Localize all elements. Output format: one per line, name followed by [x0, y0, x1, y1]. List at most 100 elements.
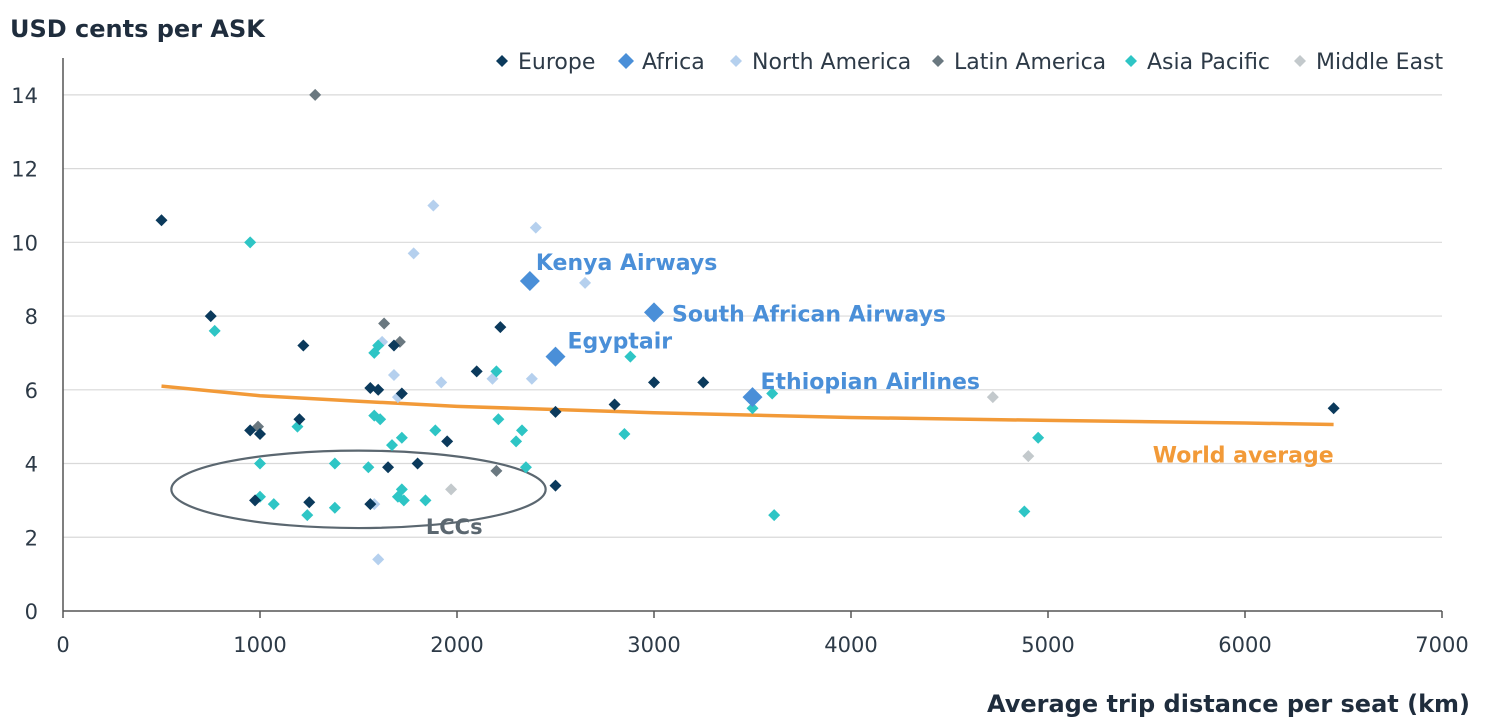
point-north-america	[579, 276, 592, 289]
y-tick-label-2: 2	[25, 526, 38, 550]
point-asia-pacific	[618, 428, 631, 441]
point-europe	[494, 321, 507, 334]
point-europe	[303, 496, 316, 509]
point-africa	[519, 271, 540, 292]
point-asia-pacific	[519, 461, 532, 474]
point-latin-america	[378, 317, 391, 330]
point-north-america	[427, 199, 440, 212]
point-africa	[545, 346, 566, 367]
point-asia-pacific	[362, 461, 375, 474]
legend-label-asia-pacific: Asia Pacific	[1147, 50, 1270, 75]
point-asia-pacific	[419, 494, 432, 507]
annotation-kenya-airways: Kenya Airways	[536, 251, 717, 276]
x-tick-label-3000: 3000	[627, 633, 680, 657]
point-europe	[608, 398, 621, 411]
point-asia-pacific	[766, 387, 779, 400]
x-tick-label-2000: 2000	[430, 633, 483, 657]
point-asia-pacific	[267, 498, 280, 511]
point-asia-pacific	[395, 483, 408, 496]
x-tick-label-7000: 7000	[1415, 633, 1468, 657]
point-latin-america	[490, 464, 503, 477]
point-europe	[549, 405, 562, 418]
point-europe	[1327, 402, 1340, 415]
point-europe	[382, 461, 395, 474]
annotation-south-african-airways: South African Airways	[672, 302, 946, 327]
point-europe	[697, 376, 710, 389]
x-tick-label-4000: 4000	[824, 633, 877, 657]
lcc-label: LCCs	[426, 515, 483, 539]
x-tick-label-0: 0	[56, 633, 69, 657]
point-latin-america	[309, 88, 322, 101]
x-tick-label-6000: 6000	[1218, 633, 1271, 657]
data-points	[155, 88, 1340, 566]
legend-marker-latin-america	[932, 55, 944, 67]
legend-label-europe: Europe	[518, 50, 595, 75]
y-axis-title: USD cents per ASK	[10, 15, 266, 43]
point-europe	[470, 365, 483, 378]
point-asia-pacific	[328, 457, 341, 470]
point-asia-pacific	[746, 402, 759, 415]
point-asia-pacific	[492, 413, 505, 426]
legend-marker-north-america	[730, 55, 742, 67]
point-europe	[244, 424, 257, 437]
point-europe	[249, 494, 262, 507]
point-asia-pacific	[490, 365, 503, 378]
tick-labels: 0 2 4 6 8 10 12 14 0 1000 2000 3000 4000 5000 6000 7000	[11, 84, 1468, 657]
point-europe	[254, 428, 266, 441]
point-asia-pacific	[301, 509, 314, 522]
world-average-line: World average	[161, 384, 1334, 468]
annotation-egyptair: Egyptair	[568, 330, 673, 355]
point-middle-east	[1022, 450, 1035, 463]
x-tick-label-5000: 5000	[1021, 633, 1074, 657]
point-asia-pacific	[395, 431, 408, 444]
point-europe	[372, 383, 385, 396]
point-north-america	[387, 369, 400, 382]
legend-label-africa: Africa	[642, 50, 705, 75]
y-tick-label-14: 14	[11, 84, 38, 108]
point-africa	[644, 302, 664, 323]
y-tick-label-8: 8	[25, 305, 38, 329]
point-asia-pacific	[768, 509, 781, 522]
y-tick-label-12: 12	[11, 158, 38, 182]
world-average-label: World average	[1153, 443, 1334, 468]
point-europe	[648, 376, 660, 389]
legend-marker-middle-east	[1294, 55, 1306, 67]
lcc-region: LCCs	[170, 449, 547, 539]
point-north-america	[525, 372, 538, 385]
legend-marker-africa	[618, 53, 634, 69]
point-europe	[411, 457, 424, 470]
point-europe	[155, 214, 168, 227]
y-tick-label-6: 6	[25, 379, 38, 403]
point-europe	[204, 310, 217, 323]
legend-label-latin-america: Latin America	[954, 50, 1106, 75]
point-north-america	[372, 553, 385, 566]
point-asia-pacific	[1018, 505, 1031, 518]
point-asia-pacific	[374, 413, 387, 426]
point-europe	[364, 498, 377, 511]
point-europe	[549, 479, 562, 492]
point-north-america	[407, 247, 420, 260]
point-europe	[364, 381, 377, 394]
legend-label-north-america: North America	[752, 50, 911, 75]
point-middle-east	[445, 483, 458, 496]
x-axis-title: Average trip distance per seat (km)	[987, 690, 1470, 718]
y-tick-label-4: 4	[25, 453, 38, 477]
point-middle-east	[986, 391, 999, 404]
axes	[62, 58, 1443, 618]
y-tick-label-0: 0	[25, 600, 38, 624]
point-asia-pacific	[429, 424, 442, 437]
point-asia-pacific	[328, 501, 341, 514]
point-asia-pacific	[516, 424, 529, 437]
annotation-ethiopian-airlines: Ethiopian Airlines	[761, 370, 981, 395]
legend-label-middle-east: Middle East	[1316, 50, 1444, 75]
point-asia-pacific	[385, 439, 398, 452]
point-europe	[293, 413, 306, 426]
world-average-curve	[161, 384, 1334, 427]
legend-marker-asia-pacific	[1125, 55, 1137, 67]
legend-marker-europe	[496, 55, 508, 67]
point-north-america	[435, 376, 448, 389]
point-asia-pacific	[397, 494, 410, 507]
point-europe	[441, 435, 454, 448]
legend: Europe Africa North America Latin America As…	[496, 50, 1444, 75]
